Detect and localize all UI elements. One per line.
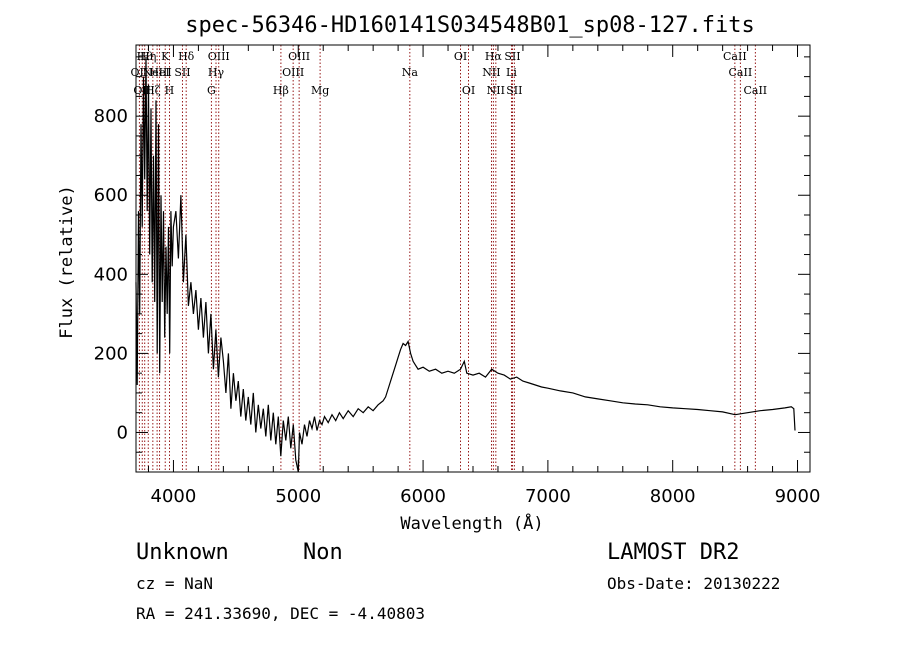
object-class: Unknown [136, 540, 229, 565]
flux-series-line [135, 56, 796, 473]
line-label-17: Mg [311, 84, 329, 97]
line-label-26: SII [506, 84, 522, 97]
chart-title: spec-56346-HD160141S034548B01_sp08-127.f… [185, 13, 755, 38]
line-label-20: OI [462, 84, 475, 97]
sky-coordinates: RA = 241.33690, DEC = -4.40803 [136, 604, 425, 623]
line-label-3: Hη [140, 50, 156, 63]
line-label-8: H [165, 84, 175, 97]
y-axis-label: Flux (relative) [57, 185, 77, 339]
x-tick-label-2: 6000 [400, 486, 446, 507]
y-tick-label-4: 800 [94, 106, 128, 127]
line-label-7: K [161, 50, 170, 63]
line-label-6: HeI [149, 66, 169, 79]
redshift-cz: cz = NaN [136, 574, 213, 593]
x-tick-label-1: 5000 [275, 486, 321, 507]
line-label-0: OII [131, 66, 149, 79]
line-label-9: SII [174, 66, 190, 79]
line-label-24: Li [506, 66, 517, 79]
line-label-5: NeIII [143, 66, 172, 79]
x-tick-label-0: 4000 [151, 486, 197, 507]
line-label-14: Hβ [273, 84, 289, 97]
object-subclass: Non [303, 540, 343, 565]
spectral-line-labels: OIIOIIHθHηHζNeIIIHeIKHSIIHδGHγOIIIHβOIII… [131, 50, 768, 97]
line-label-12: Hγ [208, 66, 225, 79]
line-label-27: CaII [723, 50, 747, 63]
line-label-15: OIII [282, 66, 304, 79]
spectral-line-markers [138, 45, 756, 472]
line-label-4: Hζ [145, 84, 161, 97]
line-label-18: Na [402, 66, 419, 79]
line-label-23: NII [487, 84, 505, 97]
x-tick-label-5: 9000 [775, 486, 821, 507]
line-label-22: Hα [485, 50, 503, 63]
survey-name: LAMOST DR2 [607, 540, 739, 565]
plot-frame [135, 44, 811, 473]
line-label-25: SII [504, 50, 520, 63]
x-axis-label: Wavelength (Å) [400, 512, 543, 534]
y-tick-label-2: 400 [94, 264, 128, 285]
y-tick-label-3: 600 [94, 185, 128, 206]
axis-ticks: 4000 5000 6000 7000 8000 9000 0 200 400 600 800 [94, 45, 821, 507]
line-label-13: OIII [208, 50, 230, 63]
y-tick-label-1: 200 [94, 343, 128, 364]
line-label-11: G [207, 84, 216, 97]
observation-date: Obs-Date: 20130222 [607, 574, 780, 593]
x-tick-label-4: 8000 [650, 486, 696, 507]
line-label-16: OIII [288, 50, 310, 63]
line-label-29: CaII [743, 84, 767, 97]
line-label-2: Hθ [137, 50, 154, 63]
x-tick-label-3: 7000 [525, 486, 571, 507]
line-label-19: OI [454, 50, 467, 63]
line-label-28: CaII [729, 66, 753, 79]
line-label-21: NII [482, 66, 500, 79]
line-label-10: Hδ [178, 50, 195, 63]
y-tick-label-0: 0 [117, 422, 128, 443]
